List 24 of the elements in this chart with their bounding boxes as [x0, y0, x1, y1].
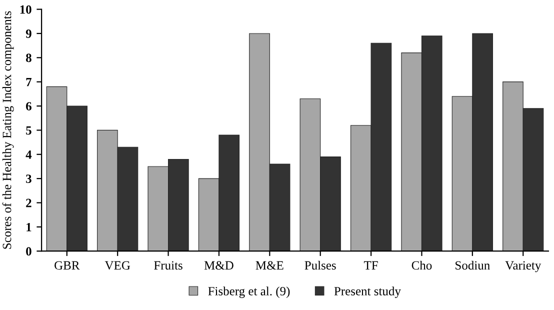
x-tick-label: Sodiun: [456, 260, 490, 270]
x-tick-label: Pulses: [304, 260, 336, 270]
x-tick-label: Variety: [505, 261, 542, 272]
y-tick-label: 0: [26, 247, 32, 256]
y-tick-label: 5: [26, 126, 32, 135]
y-tick-label: 1: [26, 223, 32, 232]
y-axis-title: Scores of the Healthy Eating Index components: [2, 11, 14, 249]
y-tick-label: 4: [26, 150, 32, 159]
y-tick-label: 8: [26, 54, 32, 62]
y-tick-label: 7: [26, 78, 32, 86]
x-tick-label: VEG: [104, 261, 130, 270]
legend-label: Present study: [334, 286, 401, 298]
y-tick-label: 9: [26, 30, 32, 38]
x-tick-label: Fruits: [154, 261, 182, 270]
x-tick-label: Cho: [412, 260, 432, 270]
y-tick-label: 10: [20, 5, 32, 14]
y-tick-label: 6: [26, 102, 32, 110]
legend-label: Fisberg et al. (9): [208, 286, 290, 298]
x-tick-label: TF: [364, 261, 378, 270]
x-tick-label: M&E: [256, 261, 284, 270]
x-tick-label: M&D: [204, 261, 234, 270]
y-tick-label: 3: [26, 174, 32, 184]
x-tick-label: GBR: [54, 261, 80, 270]
y-tick-label: 2: [26, 198, 32, 208]
